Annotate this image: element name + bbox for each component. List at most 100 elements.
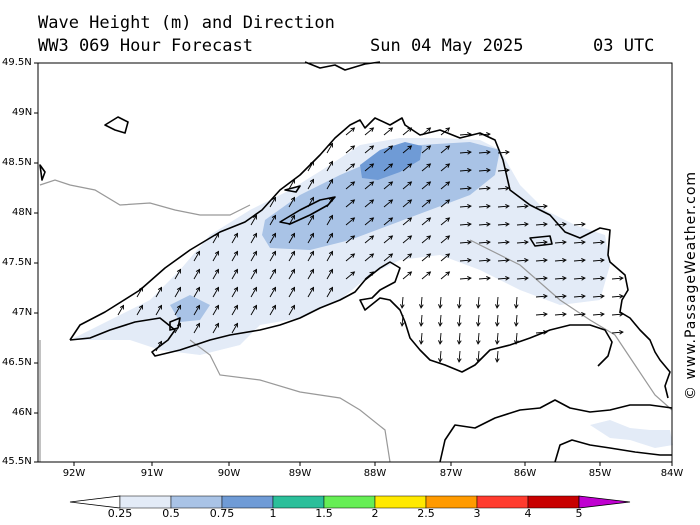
wave-arrow bbox=[439, 332, 442, 344]
wave-arrow bbox=[516, 223, 528, 226]
wave-arrow bbox=[458, 350, 461, 362]
wave-arrow bbox=[402, 253, 412, 262]
wave-arrow-head bbox=[438, 340, 443, 345]
wave-arrow-head bbox=[350, 145, 356, 150]
wave-arrow-head bbox=[195, 250, 200, 256]
lon-label-91w: 91W bbox=[140, 468, 164, 479]
wave-arrow bbox=[326, 269, 333, 280]
wave-arrow bbox=[535, 223, 547, 226]
lon-label-87w: 87W bbox=[439, 468, 463, 479]
wave-arrow-head bbox=[495, 322, 500, 327]
wave-arrow-head bbox=[290, 268, 295, 274]
wave-arrow bbox=[421, 181, 431, 190]
wave-arrow bbox=[307, 161, 314, 172]
wave-arrow bbox=[611, 313, 623, 316]
wave-arrow bbox=[269, 287, 276, 298]
wave-arrow bbox=[345, 145, 355, 154]
wave-arrow bbox=[364, 163, 374, 172]
wave-arrow-head bbox=[195, 286, 200, 292]
wave-arrow-head bbox=[581, 294, 586, 299]
wave-arrow bbox=[174, 323, 181, 334]
wave-arrow-head bbox=[138, 304, 143, 310]
wave-arrow bbox=[345, 181, 355, 190]
wave-arrow-head bbox=[581, 312, 586, 317]
wave-arrow bbox=[497, 151, 509, 154]
wave-arrow-head bbox=[350, 271, 356, 276]
wave-arrow-head bbox=[252, 304, 257, 310]
wave-arrow-head bbox=[467, 276, 472, 281]
wave-arrow bbox=[364, 181, 374, 190]
wave-arrow-head bbox=[309, 268, 314, 274]
wave-arrow bbox=[421, 163, 431, 172]
borders bbox=[39, 179, 673, 463]
wave-arrow bbox=[478, 277, 490, 280]
wave-arrow bbox=[535, 205, 547, 208]
wave-arrow bbox=[459, 223, 471, 226]
wave-arrow-head bbox=[445, 271, 451, 276]
wave-arrow bbox=[459, 277, 471, 280]
wave-arrow bbox=[573, 259, 585, 262]
wave-arrow bbox=[440, 253, 450, 262]
wave-arrow-head bbox=[457, 340, 462, 345]
wave-arrow-head bbox=[562, 294, 567, 299]
wave-arrow bbox=[496, 332, 499, 344]
wave-arrow-head bbox=[619, 294, 624, 299]
wave-arrow bbox=[174, 269, 181, 280]
wave-arrow bbox=[554, 277, 566, 280]
wave-arrow-head bbox=[252, 268, 257, 274]
wave-arrow-head bbox=[388, 127, 394, 132]
wave-arrow bbox=[458, 314, 461, 326]
colorbar-label-025: 0.25 bbox=[107, 507, 133, 520]
wave-arrow bbox=[193, 305, 200, 316]
wave-arrow-head bbox=[350, 181, 356, 186]
forecast-time: 03 UTC bbox=[593, 36, 655, 56]
wave-arrow bbox=[326, 197, 333, 208]
wave-arrow-head bbox=[467, 240, 472, 245]
wave-arrow bbox=[592, 313, 604, 316]
wave-arrow bbox=[440, 181, 450, 190]
wave-arrow-head bbox=[581, 258, 586, 263]
wave-arrow bbox=[383, 253, 393, 262]
wave-arrow bbox=[269, 269, 276, 280]
wave-arrow-head bbox=[350, 199, 356, 204]
wave-arrow bbox=[592, 295, 604, 298]
wave-arrow-head bbox=[476, 340, 481, 345]
lat-label-46-5: 46.5N bbox=[2, 357, 32, 368]
wave-arrow-head bbox=[505, 186, 510, 191]
wave-arrow-head bbox=[419, 304, 424, 309]
wave-arrow-head bbox=[445, 163, 451, 168]
wave-arrow bbox=[573, 223, 585, 226]
wave-arrow-head bbox=[600, 312, 605, 317]
wave-arrow bbox=[477, 350, 480, 362]
colorbar-label-075: 0.75 bbox=[209, 507, 235, 520]
wave-arrow bbox=[477, 296, 480, 308]
wave-arrow-head bbox=[252, 232, 257, 238]
wave-arrow-head bbox=[426, 199, 432, 204]
wave-arrow-head bbox=[214, 268, 219, 274]
wave-arrow-head bbox=[543, 294, 548, 299]
wave-arrow bbox=[326, 179, 333, 190]
wave-arrow bbox=[516, 241, 528, 244]
wave-arrow bbox=[554, 295, 566, 298]
wave-arrow-head bbox=[514, 340, 519, 345]
wave-arrow-head bbox=[328, 232, 333, 238]
wave-arrow bbox=[440, 163, 450, 172]
wave-arrow bbox=[458, 332, 461, 344]
wave-arrow bbox=[326, 161, 333, 172]
wave-arrow-head bbox=[426, 127, 432, 132]
wave-arrow-head bbox=[119, 304, 124, 310]
wave-arrow bbox=[496, 296, 499, 308]
wave-arrow bbox=[573, 295, 585, 298]
wave-arrow-head bbox=[388, 217, 394, 222]
wave-arrow-head bbox=[407, 127, 413, 132]
wave-arrow-head bbox=[233, 250, 238, 256]
wave-arrow-head bbox=[486, 132, 491, 137]
wave-arrow-head bbox=[600, 258, 605, 263]
wave-arrow bbox=[496, 350, 499, 362]
wave-arrow-head bbox=[543, 240, 548, 245]
wave-arrow bbox=[326, 287, 333, 298]
wave-arrow bbox=[307, 287, 314, 298]
colorbar-label-25: 2.5 bbox=[417, 507, 435, 520]
wave-arrow bbox=[288, 215, 295, 226]
wave-arrow-head bbox=[457, 322, 462, 327]
